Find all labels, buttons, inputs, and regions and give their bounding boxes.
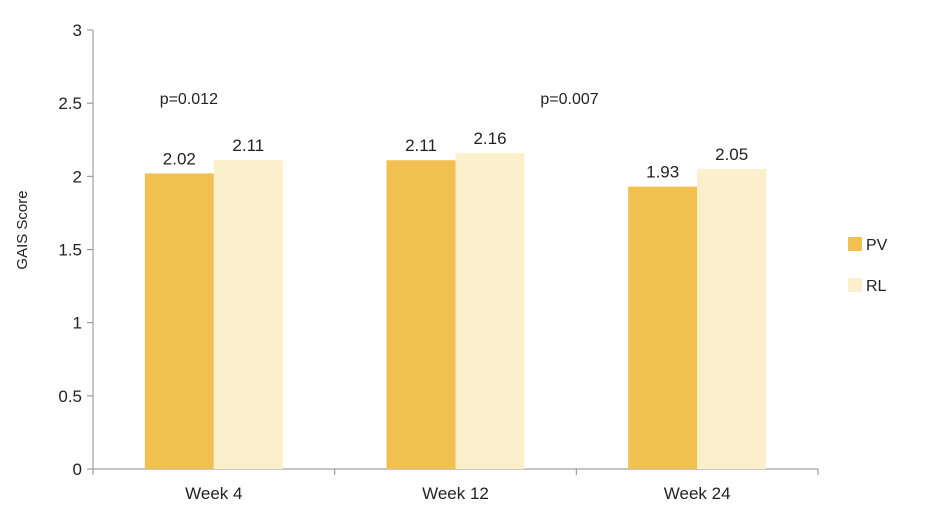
y-axis: 0 0.5 1 1.5 2 2.5 3 bbox=[58, 21, 94, 479]
data-label: 2.05 bbox=[715, 145, 748, 164]
data-labels-group: 2.02 2.11 2.11 2.16 1.93 2.05 bbox=[163, 129, 748, 182]
y-tick-label: 0 bbox=[73, 460, 82, 479]
y-tick-label: 1.5 bbox=[58, 241, 82, 260]
bar-rl-week-12 bbox=[455, 152, 525, 470]
p-value-annotation: p=0.012 bbox=[160, 91, 218, 108]
legend: PV RL bbox=[848, 237, 888, 295]
y-tick-label: 3 bbox=[73, 21, 82, 40]
x-category-label: Week 12 bbox=[422, 484, 489, 503]
y-tick-label: 0.5 bbox=[58, 387, 82, 406]
y-tick-label: 2 bbox=[73, 167, 82, 186]
x-axis: Week 4 Week 12 Week 24 bbox=[92, 468, 819, 503]
x-category-label: Week 24 bbox=[664, 484, 731, 503]
data-label: 2.02 bbox=[163, 149, 196, 168]
x-category-label: Week 4 bbox=[185, 484, 242, 503]
data-label: 2.16 bbox=[473, 129, 506, 148]
p-value-annotation: p=0.007 bbox=[540, 91, 598, 108]
y-tick-label: 2.5 bbox=[58, 94, 82, 113]
bar-pv-week-12 bbox=[386, 160, 456, 469]
bar-pv-week-24 bbox=[628, 186, 698, 469]
legend-label-rl: RL bbox=[866, 278, 887, 295]
data-label: 1.93 bbox=[646, 163, 679, 182]
bar-rl-week-24 bbox=[697, 169, 767, 469]
bars-group bbox=[144, 152, 767, 470]
y-tick-label: 1 bbox=[73, 314, 82, 333]
legend-label-pv: PV bbox=[866, 237, 888, 254]
legend-swatch-rl bbox=[848, 278, 862, 292]
bar-pv-week-4 bbox=[144, 173, 214, 469]
data-label: 2.11 bbox=[232, 136, 264, 155]
legend-swatch-pv bbox=[848, 237, 862, 251]
bar-rl-week-4 bbox=[213, 160, 283, 469]
annotations-group: p=0.012 p=0.007 bbox=[160, 91, 599, 108]
y-axis-title: GAIS Score bbox=[14, 190, 31, 269]
data-label: 2.11 bbox=[405, 136, 437, 155]
